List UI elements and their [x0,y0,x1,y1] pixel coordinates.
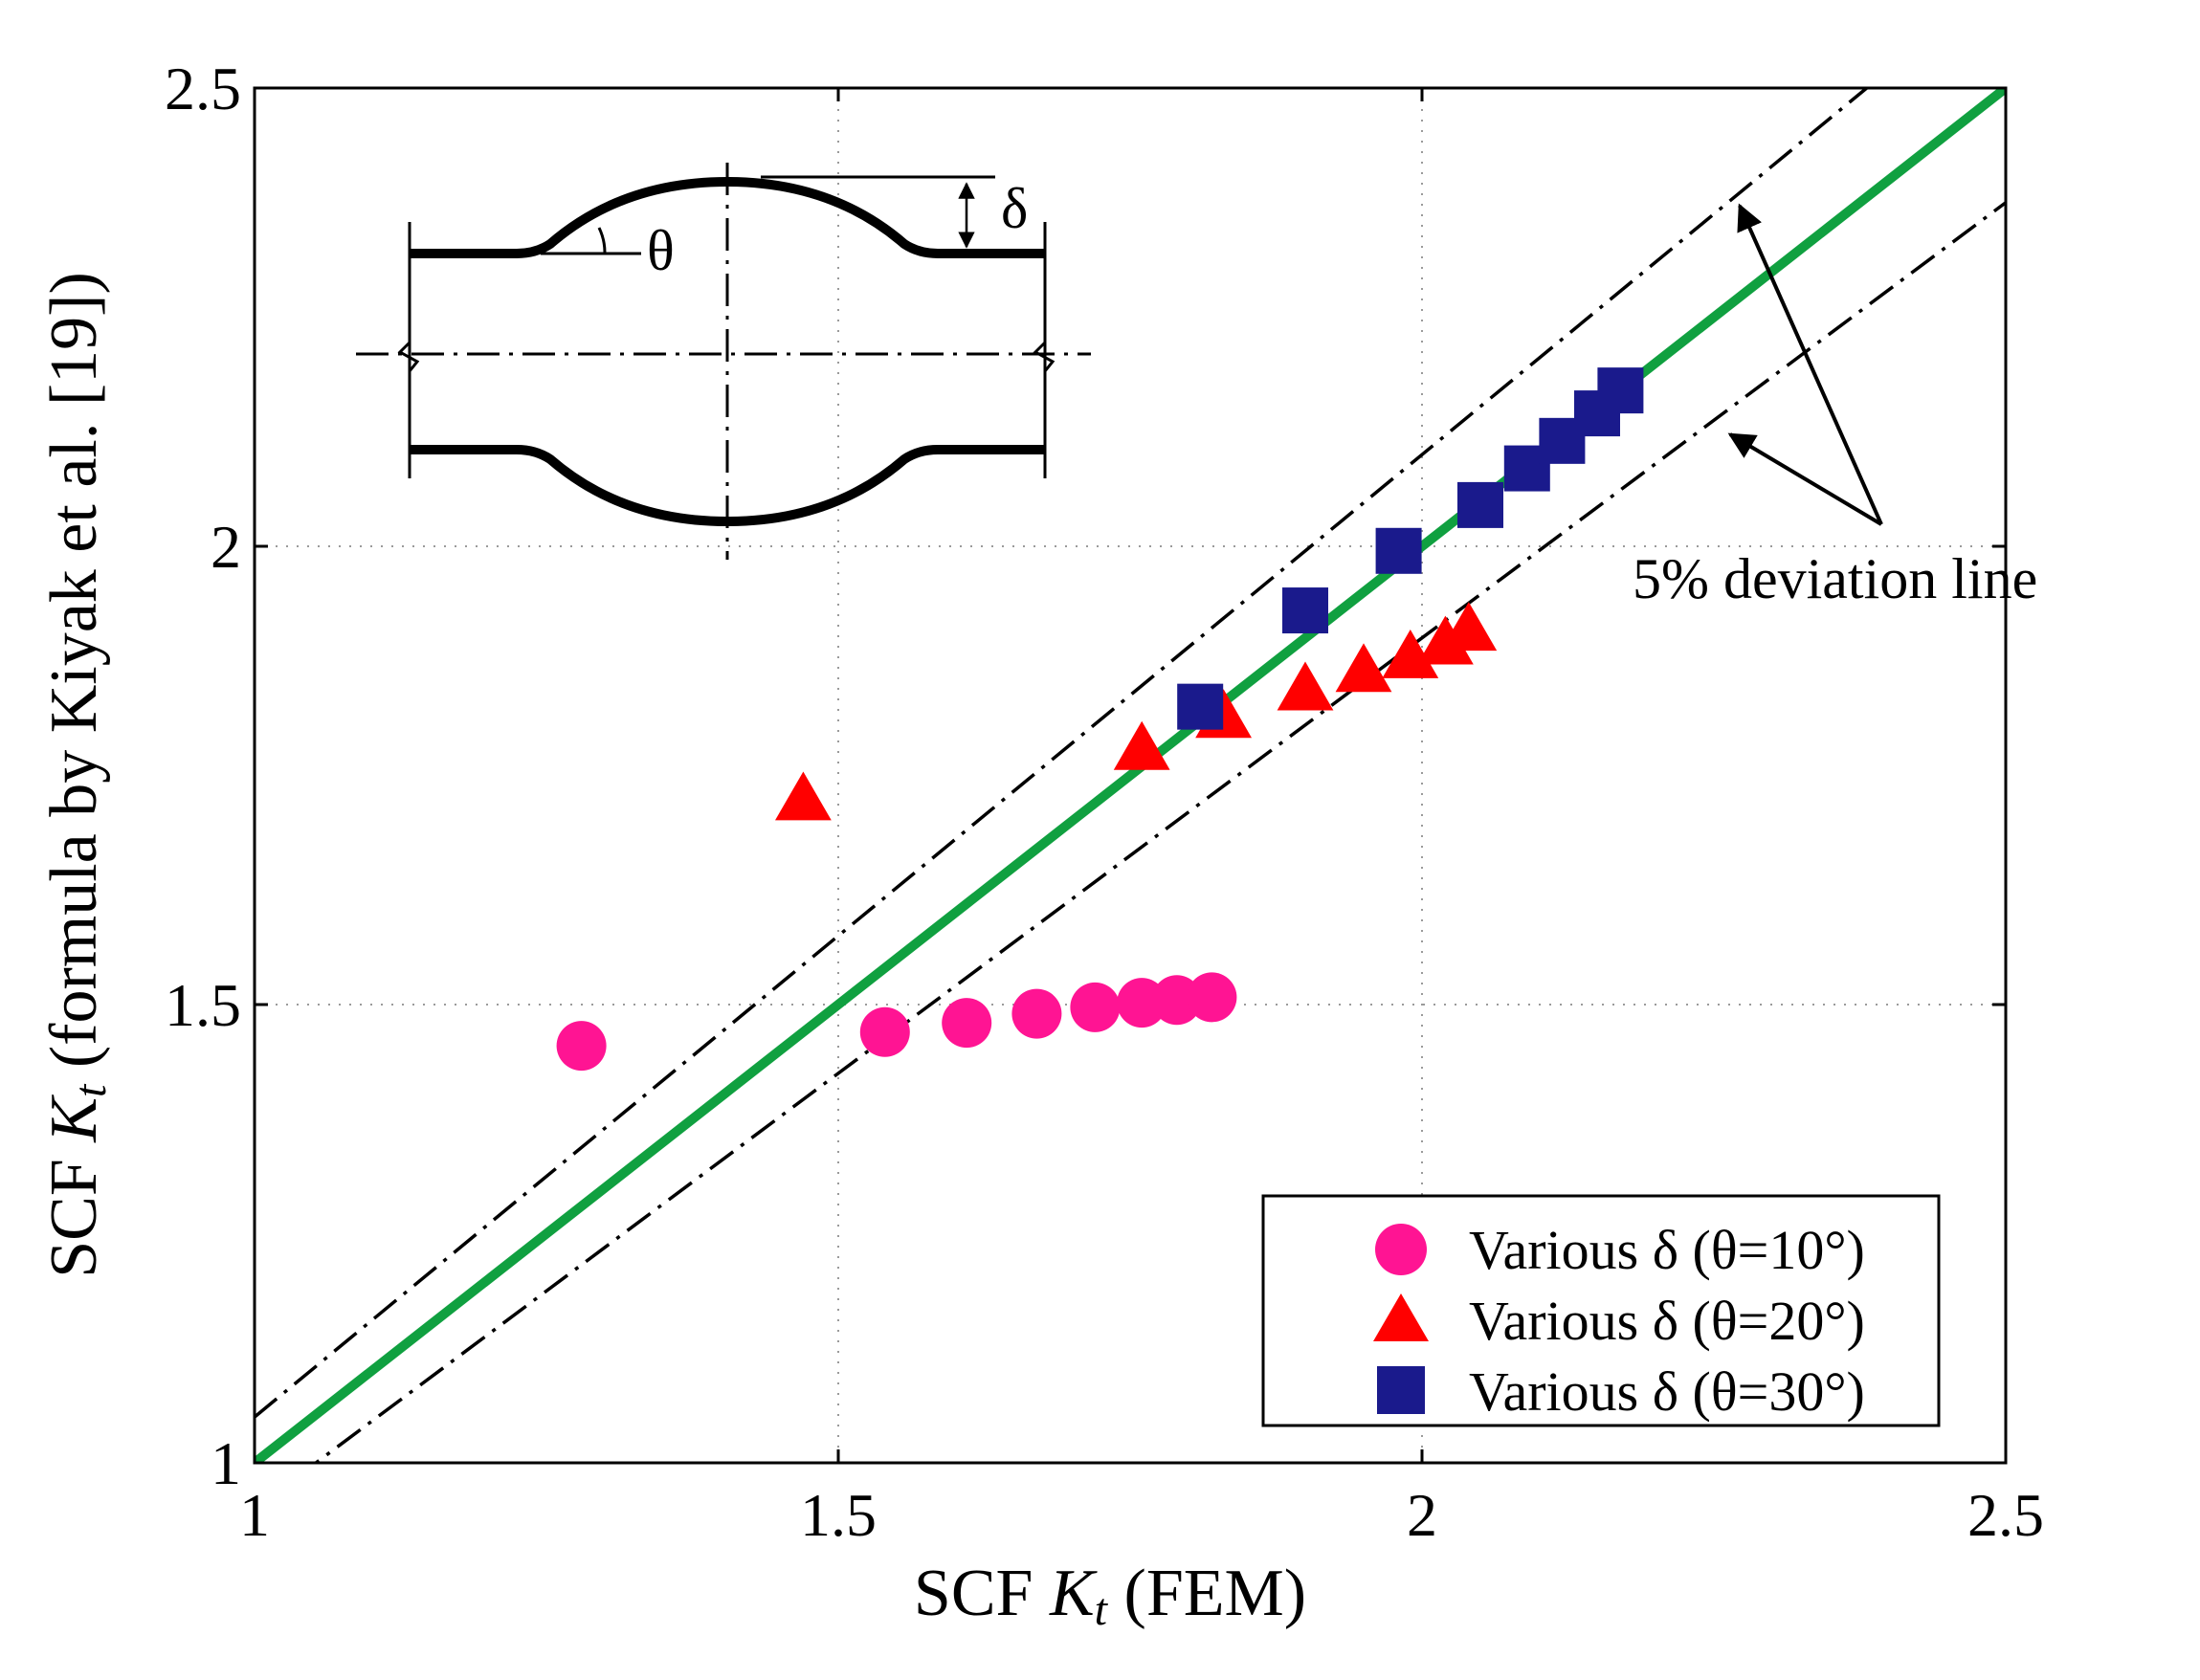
data-point-triangle-6 [1417,615,1474,665]
theta-arc [597,227,607,254]
data-point-square-7 [1597,367,1644,414]
y-axis-label-sub: t [65,1083,116,1097]
legend-marker-square [1377,1366,1425,1414]
y-axis-ticks: 1 1.5 2 2.5 [165,55,2006,1497]
data-point-circle-7 [1187,972,1237,1023]
legend-label-theta10: Various δ (θ=10°) [1469,1219,1865,1281]
y-axis-label-prefix: SCF [37,1142,111,1278]
x-tick-label-2: 2 [1407,1481,1437,1549]
x-tick-label-0: 1 [239,1481,270,1549]
data-point-triangle-5 [1382,629,1439,678]
legend-label-theta20: Various δ (θ=20°) [1469,1290,1865,1352]
y-tick-label-2: 2 [211,513,241,581]
legend-marker-circle [1375,1224,1427,1275]
data-point-square-3 [1457,481,1503,528]
x-axis-label-k: K [1049,1557,1098,1630]
x-axis-label-prefix: SCF [914,1557,1050,1630]
x-axis-ticks: 1 1.5 2 2.5 [239,88,2044,1549]
break-mark-right [1033,341,1056,372]
data-point-circle-3 [1011,988,1062,1039]
delta-label: δ [1001,177,1028,240]
reference-line-lower-5% [313,201,2006,1463]
reference-line-upper-5% [255,88,1870,1419]
geometry-schematic: θ δ [356,163,1091,560]
data-point-triangle-0 [775,771,832,821]
data-point-square-1 [1282,587,1328,634]
y-tick-label-0: 1 [211,1429,241,1497]
y-axis-label: SCF Kt (formula by Kiyak et al. [19]) [37,272,116,1278]
data-point-circle-4 [1070,982,1121,1032]
y-axis-label-k: K [37,1094,111,1143]
y-tick-label-3: 2.5 [165,55,241,122]
x-tick-label-1: 1.5 [800,1481,877,1549]
data-point-circle-0 [556,1021,607,1072]
deviation-arrow-upper [1737,203,1883,525]
plot-frame [253,86,2008,1465]
data-point-triangle-3 [1277,661,1334,711]
reference-line-equality [255,88,2006,1463]
data-point-square-2 [1375,527,1422,574]
data-point-triangle-7 [1440,602,1498,652]
data-point-triangle-1 [1113,720,1170,770]
y-tick-label-1: 1.5 [165,971,241,1039]
legend: Various δ (θ=10°) Various δ (θ=20°) Vari… [1261,1194,1941,1427]
series-square [1177,367,1644,730]
data-point-circle-1 [859,1006,910,1057]
theta-label: θ [647,219,675,282]
x-tick-label-3: 2.5 [1967,1481,2044,1549]
legend-marker-triangle [1373,1293,1429,1341]
x-axis-label-suffix: (FEM) [1107,1557,1306,1630]
reference-lines [255,88,2006,1463]
break-mark-left [397,341,420,372]
x-axis-label-sub: t [1095,1584,1109,1635]
legend-label-theta30: Various δ (θ=30°) [1469,1360,1865,1423]
legend-box [1261,1194,1941,1427]
deviation-arrow-lower [1727,432,1883,526]
data-series [556,367,1644,1072]
data-point-triangle-4 [1335,643,1392,693]
series-circle [556,972,1237,1072]
y-axis-label-suffix: (formula by Kiyak et al. [19]) [37,272,111,1084]
x-axis-label: SCF Kt (FEM) [914,1557,1306,1635]
data-point-circle-2 [942,998,992,1049]
deviation-annotation: 5% deviation line [1633,203,2037,610]
deviation-label: 5% deviation line [1633,547,2037,610]
data-point-square-0 [1177,683,1224,730]
series-triangle [775,602,1498,821]
